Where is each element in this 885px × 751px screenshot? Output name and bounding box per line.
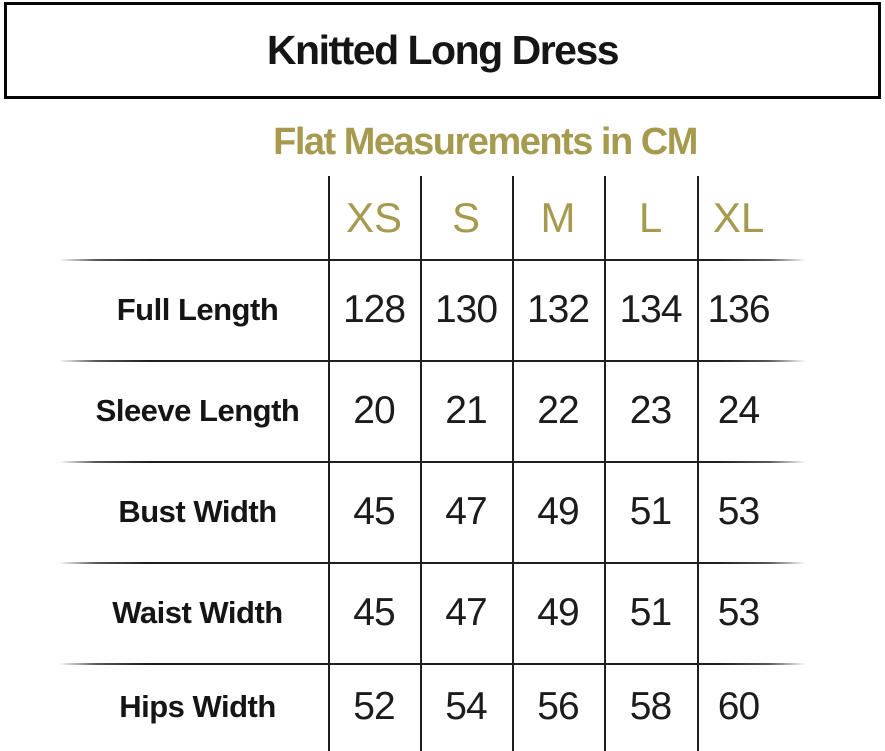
measurement-row-label: Full Length <box>116 291 279 327</box>
measurement-value: 60 <box>717 685 760 728</box>
measurement-value: 53 <box>717 590 760 634</box>
measurement-value: 49 <box>537 590 579 634</box>
size-column-header-m: M <box>540 193 576 241</box>
row-divider-line <box>59 663 806 665</box>
measurement-value: 53 <box>717 489 760 533</box>
measurement-row-label: Bust Width <box>118 493 277 529</box>
measurement-value: 130 <box>434 287 498 331</box>
product-title: Knitted Long Dress <box>266 27 620 73</box>
measurement-value: 45 <box>353 489 395 533</box>
measurement-value: 54 <box>445 685 487 728</box>
measurement-row-label: Waist Width <box>112 594 283 630</box>
measurement-value: 24 <box>717 388 760 432</box>
product-title-box: Knitted Long Dress <box>4 2 881 99</box>
measurement-row-label: Sleeve Length <box>95 392 300 428</box>
measurement-value: 51 <box>629 489 672 533</box>
size-column-header-s: S <box>451 193 480 241</box>
measurement-row-label: Hips Width <box>119 689 276 724</box>
column-divider-line <box>697 176 699 751</box>
size-column-header-xs: XS <box>345 193 403 241</box>
size-column-header-xl: XL <box>712 193 765 241</box>
row-divider-line <box>59 259 806 261</box>
measurement-value: 134 <box>619 287 682 331</box>
column-divider-line <box>420 176 422 751</box>
measurement-value: 45 <box>353 590 395 634</box>
column-divider-line <box>512 176 514 751</box>
measurement-value: 20 <box>353 388 395 432</box>
measurement-value: 22 <box>537 388 579 432</box>
column-divider-line <box>604 176 606 751</box>
measurement-value: 21 <box>445 388 487 432</box>
row-divider-line <box>59 461 806 463</box>
measurement-value: 56 <box>537 685 579 728</box>
measurements-subtitle: Flat Measurements in CM <box>273 121 698 163</box>
size-column-header-l: L <box>638 193 663 241</box>
measurement-value: 136 <box>707 287 770 331</box>
measurement-value: 128 <box>342 287 406 331</box>
column-divider-line <box>328 176 330 751</box>
size-chart-table: XS S M L XL Full Length 128 130 132 134 … <box>59 176 806 751</box>
measurement-value: 47 <box>445 590 487 634</box>
row-divider-line <box>59 360 806 362</box>
measurement-value: 49 <box>537 489 579 533</box>
row-divider-line <box>59 562 806 564</box>
measurement-value: 47 <box>445 489 487 533</box>
measurement-value: 132 <box>526 287 590 331</box>
measurement-value: 51 <box>629 590 672 634</box>
corner-spacer <box>59 176 328 259</box>
measurement-value: 58 <box>629 685 672 728</box>
measurement-value: 23 <box>629 388 672 432</box>
measurement-value: 52 <box>353 685 395 728</box>
